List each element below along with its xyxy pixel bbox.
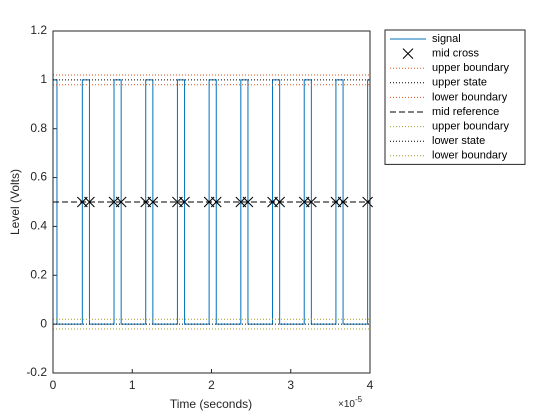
legend-marker bbox=[402, 48, 414, 59]
y-tick-label: 1 bbox=[40, 72, 47, 86]
legend-label: upper boundary bbox=[432, 121, 510, 133]
legend-label: upper state bbox=[432, 77, 487, 89]
legend: signal mid cross upper boundary upper state… bbox=[384, 29, 526, 165]
y-tick-label: 0.6 bbox=[30, 170, 47, 184]
axes-box bbox=[52, 30, 371, 374]
x-tick-label: 1 bbox=[129, 378, 136, 392]
legend-label: lower state bbox=[432, 135, 485, 147]
legend-label: upper boundary bbox=[432, 62, 510, 74]
x-axis-label: Time (seconds) bbox=[170, 397, 252, 411]
exponent-base: ×10 bbox=[338, 399, 355, 410]
y-axis-label: Level (Volts) bbox=[8, 169, 22, 235]
legend-label: lower boundary bbox=[432, 150, 508, 162]
x-exponent: ×10-5 bbox=[338, 395, 363, 410]
y-tick-label: 0.8 bbox=[30, 121, 47, 135]
legend-label: mid reference bbox=[432, 106, 499, 118]
x-tick-label: 3 bbox=[287, 378, 294, 392]
y-tick-label: 0.2 bbox=[30, 267, 47, 281]
marker bbox=[362, 196, 373, 208]
legend-label: mid cross bbox=[432, 48, 480, 60]
y-tick-label: 1.2 bbox=[30, 23, 47, 37]
x-tick-label: 2 bbox=[208, 378, 215, 392]
x-tick-label: 0 bbox=[50, 378, 57, 392]
x-tick-label: 4 bbox=[367, 378, 374, 392]
y-tick-label: -0.2 bbox=[26, 365, 47, 379]
exponent-power: -5 bbox=[355, 395, 363, 404]
legend-label: lower boundary bbox=[432, 91, 508, 103]
legend-label: signal bbox=[432, 33, 461, 45]
y-tick-label: 0.4 bbox=[30, 219, 47, 233]
y-tick-label: 0 bbox=[40, 316, 47, 330]
marker bbox=[306, 196, 317, 208]
